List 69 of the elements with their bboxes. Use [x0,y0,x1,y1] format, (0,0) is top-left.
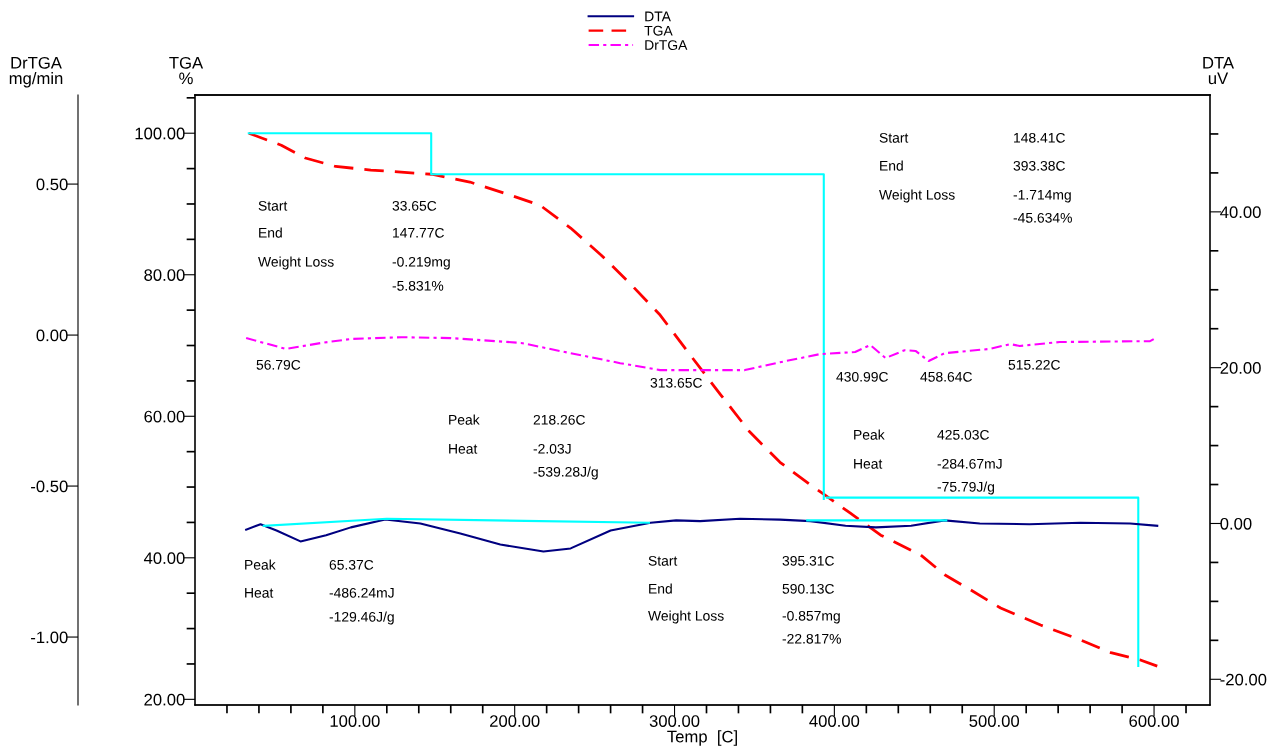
line-series [245,517,1159,553]
y-tick-label: 80.00 [144,269,185,281]
annotation: -22.817% [782,633,841,644]
annotation: 590.13C [782,583,834,594]
annotation: -539.28J/g [533,466,598,480]
annotation: -486.24mJ [329,587,394,598]
y-axis-title: TGA % [169,56,204,85]
annotation: -0.219mg [392,256,450,270]
legend-label: DrTGA [645,40,688,50]
annotation: 218.26C [533,414,585,425]
annotation: Start [258,200,288,211]
annotation: 515.22C [1008,359,1060,370]
annotation: 33.65C [392,200,437,211]
x-tick-label: 400.00 [809,715,860,727]
annotation: 56.79C [256,359,301,370]
annotation: -0.857mg [782,610,840,624]
y-tick-label: 60.00 [144,410,185,423]
x-tick-label: 300.00 [649,715,700,727]
annotation: -1.714mg [1013,190,1071,203]
annotation: -75.79J/g [937,481,995,495]
annotation: 65.37C [329,559,374,570]
y3-tick-label: 0.00 [36,329,68,342]
annotation: 148.41C [1014,132,1065,143]
annotation: 458.64C [920,371,972,382]
x-tick-label: 600.00 [1129,715,1179,727]
y2-tick-label: -20.00 [1220,673,1267,686]
annotation: Heat [245,588,274,598]
y-tick-label: 20.00 [144,693,185,706]
annotation: Peak [854,429,885,440]
annotation: -129.46J/g [329,611,394,625]
y-tick-label: 100.00 [135,127,185,140]
y2-axis-title: DTA uV [1203,57,1235,85]
y3-tick-label: -0.50 [31,480,68,493]
legend-label: DTA [645,11,671,22]
x-axis-title: Temp [C] [667,730,737,746]
annotation: Peak [245,559,276,570]
annotation: -5.831% [392,280,444,291]
annotation: 430.99C [836,371,888,382]
y2-tick-label: 0.00 [1220,517,1252,530]
y-tick-label: 40.00 [143,552,185,565]
y3-tick-label: 0.50 [36,178,68,191]
annotation: 393.38C [1013,160,1065,171]
annotation: -2.03J [533,443,571,454]
annotation: Peak [449,414,480,425]
annotation: End [880,160,903,171]
annotation: Heat [854,459,883,469]
annotation: Weight Loss [258,256,334,270]
annotation: -45.634% [1013,212,1072,223]
annotation: -284.67mJ [937,458,1002,469]
annotation: Weight Loss [648,610,724,624]
y3-tick-label: -1.00 [31,631,68,644]
annotation: End [259,227,282,238]
annotation: Weight Loss [879,189,955,203]
legend-label: TGA [644,25,673,36]
y3-axis-title: DrTGA mg/min [9,56,63,88]
annotation: Start [648,555,678,566]
annotation: 313.65C [650,377,702,388]
y2-tick-label: 40.00 [1220,206,1261,219]
annotation: Start [879,132,909,143]
annotation: Heat [449,444,478,454]
x-tick-label: 200.00 [490,715,540,727]
x-tick-label: 500.00 [969,715,1020,727]
annotation: 395.31C [782,555,834,566]
x-tick-label: 100.00 [330,715,380,727]
annotation: 147.77C [393,227,444,238]
annotation: 425.03C [937,429,989,440]
annotation: End [649,583,672,594]
y2-tick-label: 20.00 [1220,362,1261,374]
line-series [247,131,1159,668]
